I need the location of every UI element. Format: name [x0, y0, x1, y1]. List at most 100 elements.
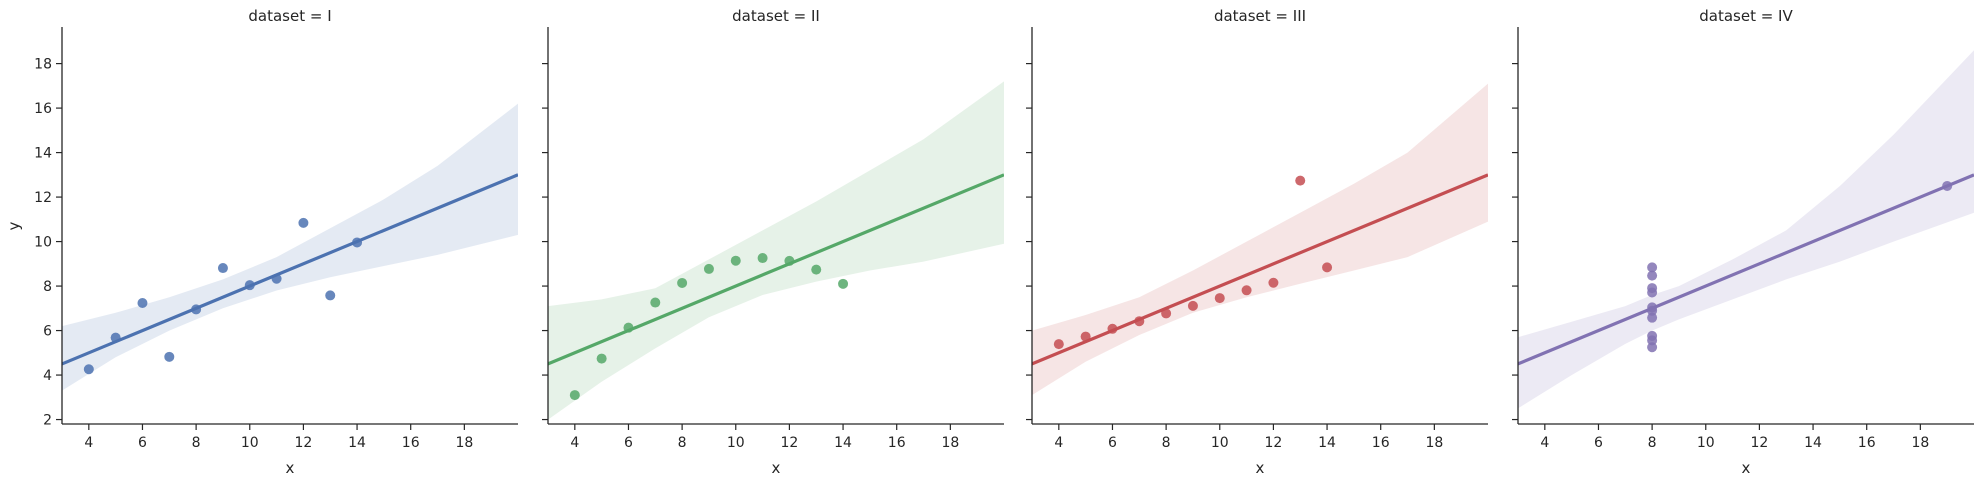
panel-title: dataset = IV	[1699, 7, 1793, 25]
x-axis-label: x	[1742, 459, 1751, 477]
data-point	[164, 351, 175, 362]
data-point	[1107, 323, 1118, 334]
panel-title: dataset = II	[732, 7, 820, 25]
y-tick-label: 2	[43, 413, 52, 429]
data-point	[1647, 283, 1658, 294]
data-point	[110, 332, 121, 343]
x-axis-label: x	[286, 459, 295, 477]
x-tick-label: 12	[1750, 435, 1768, 451]
x-tick-label: 6	[1594, 435, 1603, 451]
x-tick-label: 18	[941, 435, 959, 451]
x-tick-label: 4	[1054, 435, 1063, 451]
data-point	[784, 255, 795, 266]
x-tick-label: 16	[1858, 435, 1876, 451]
data-point	[1647, 270, 1658, 281]
x-tick-label: 10	[241, 435, 259, 451]
data-point	[325, 290, 336, 301]
confidence-band	[548, 81, 1004, 420]
panel-4: 4 6 8 10 12 14 16 18 dataset = IV x	[1512, 7, 1974, 477]
y-axis-label: y	[5, 221, 23, 230]
x-tick-label: 10	[1697, 435, 1715, 451]
data-point	[191, 304, 202, 315]
regression-line	[1518, 173, 1974, 366]
data-point	[1053, 339, 1064, 350]
y-tick-label: 16	[34, 101, 52, 117]
x-tick-label: 16	[402, 435, 420, 451]
data-point	[569, 390, 580, 401]
x-tick-label: 8	[1648, 435, 1657, 451]
y-tick-label: 10	[34, 235, 52, 251]
panel-3: 4 6 8 10 12 14 16 18 dataset = III x	[1026, 7, 1488, 477]
data-point	[677, 277, 688, 288]
x-tick-label: 8	[192, 435, 201, 451]
x-tick-label: 14	[834, 435, 852, 451]
x-tick-label: 4	[570, 435, 579, 451]
x-tick-label: 10	[727, 435, 745, 451]
x-tick-label: 14	[1318, 435, 1336, 451]
data-point	[1187, 300, 1198, 311]
plot-area	[1518, 50, 1974, 409]
data-point	[596, 353, 607, 364]
x-tick-label: 6	[138, 435, 147, 451]
data-point	[1647, 342, 1658, 353]
data-point	[1322, 262, 1333, 273]
data-point	[1241, 285, 1252, 296]
x-tick-label: 16	[1372, 435, 1390, 451]
data-point	[271, 273, 282, 284]
confidence-band	[62, 103, 518, 391]
regression-line	[1032, 173, 1488, 366]
x-tick-label: 12	[780, 435, 798, 451]
x-tick-label: 10	[1211, 435, 1229, 451]
x-tick-label: 14	[348, 435, 366, 451]
regression-line	[548, 173, 1004, 366]
panel-title: dataset = I	[248, 7, 331, 25]
x-tick-label: 18	[1911, 435, 1929, 451]
y-tick-label: 14	[34, 146, 52, 162]
x-tick-label: 6	[1108, 435, 1117, 451]
plot-area	[1032, 83, 1488, 396]
x-tick-label: 18	[455, 435, 473, 451]
x-tick-label: 8	[1162, 435, 1171, 451]
data-point	[1080, 331, 1091, 342]
data-point	[730, 255, 741, 266]
data-point	[1942, 180, 1953, 191]
data-point	[1134, 316, 1145, 327]
y-tick-label: 18	[34, 57, 52, 73]
y-tick-label: 4	[43, 368, 52, 384]
data-point	[137, 297, 148, 308]
data-point	[1647, 262, 1658, 273]
data-point	[650, 297, 661, 308]
data-point	[1214, 293, 1225, 304]
data-point	[217, 263, 228, 274]
facet-panels: 4 6 8 10 12 14 16 18 2 4 6 8 10 12 14 16 18 dataset = I x y…	[5, 7, 1974, 477]
panel-2: 4 6 8 10 12 14 16 18 dataset = II x	[542, 7, 1004, 477]
y-tick-label: 6	[43, 324, 52, 340]
x-tick-label: 14	[1804, 435, 1822, 451]
data-point	[244, 280, 255, 291]
data-point	[1647, 312, 1658, 323]
x-tick-label: 16	[888, 435, 906, 451]
data-point	[623, 322, 634, 333]
data-point	[1161, 308, 1172, 319]
data-point	[838, 278, 849, 289]
x-tick-label: 8	[678, 435, 687, 451]
data-point	[1268, 277, 1279, 288]
x-tick-label: 12	[294, 435, 312, 451]
y-tick-label: 8	[43, 279, 52, 295]
confidence-band	[1518, 50, 1974, 409]
regression-line	[62, 173, 518, 366]
data-point	[757, 253, 768, 264]
x-tick-label: 6	[624, 435, 633, 451]
data-point	[1295, 175, 1306, 186]
data-point	[298, 217, 309, 228]
x-tick-label: 18	[1425, 435, 1443, 451]
x-tick-label: 12	[1264, 435, 1282, 451]
y-tick-label: 12	[34, 190, 52, 206]
data-point	[811, 264, 822, 275]
x-tick-label: 4	[84, 435, 93, 451]
x-axis-label: x	[1256, 459, 1265, 477]
data-point	[1647, 305, 1658, 316]
data-point	[352, 237, 363, 248]
plot-area	[62, 103, 518, 391]
